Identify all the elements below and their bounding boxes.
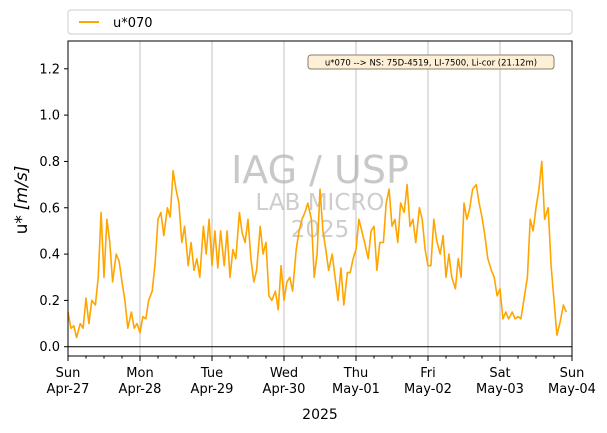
legend-frame [67,9,573,35]
watermark: IAG / USP LAB MICRO 2025 [231,148,409,243]
legend-label: u*070 [113,16,153,31]
x-tick-day: Mon [126,366,153,381]
y-tick-label: 0.0 [39,340,60,355]
y-axis-label: u* [m/s] [12,166,32,235]
x-tick-date: Apr-29 [191,382,234,397]
series-line-u070 [67,160,567,339]
y-tick-label: 0.8 [39,155,60,170]
x-tick-day: Sun [56,366,81,381]
annotation-text: u*070 --> NS: 75D-4519, LI-7500, Li-cor … [325,59,537,69]
x-tick-day: Wed [270,366,298,381]
y-tick-label: 1.0 [39,109,60,124]
x-tick-date: Apr-28 [119,382,162,397]
watermark-line-3: 2025 [291,217,350,243]
x-tick-date: May-01 [332,382,380,397]
y-tick-label: 0.4 [39,248,60,263]
annotation: u*070 --> NS: 75D-4519, LI-7500, Li-cor … [307,54,555,70]
x-tick-date: Apr-27 [47,382,90,397]
y-tick-label: 1.2 [39,62,60,77]
x-tick-day: Thu [343,366,368,381]
x-tick-day: Fri [420,366,436,381]
x-axis-label: 2025 [302,407,338,423]
x-tick-date: May-02 [404,382,452,397]
x-tick-date: May-04 [548,382,596,397]
x-axis: SunApr-27MonApr-28TueApr-29WedApr-30ThuM… [47,356,596,397]
x-tick-day: Sun [560,366,585,381]
watermark-line-1: IAG / USP [231,148,409,192]
x-tick-day: Sat [489,366,510,381]
y-tick-label: 0.2 [39,294,60,309]
y-axis: 0.0 0.2 0.4 0.6 0.8 1.0 1.2 [39,62,68,355]
y-axis-label-unit: [m/s] [12,166,32,210]
x-gridlines [139,41,501,356]
legend: u*070 [67,9,573,35]
y-axis-label-main: u* [12,215,32,234]
y-tick-label: 0.6 [39,201,60,216]
x-tick-date: May-03 [476,382,524,397]
annotation-box [307,54,555,70]
x-tick-day: Tue [200,366,223,381]
x-tick-date: Apr-30 [263,382,306,397]
